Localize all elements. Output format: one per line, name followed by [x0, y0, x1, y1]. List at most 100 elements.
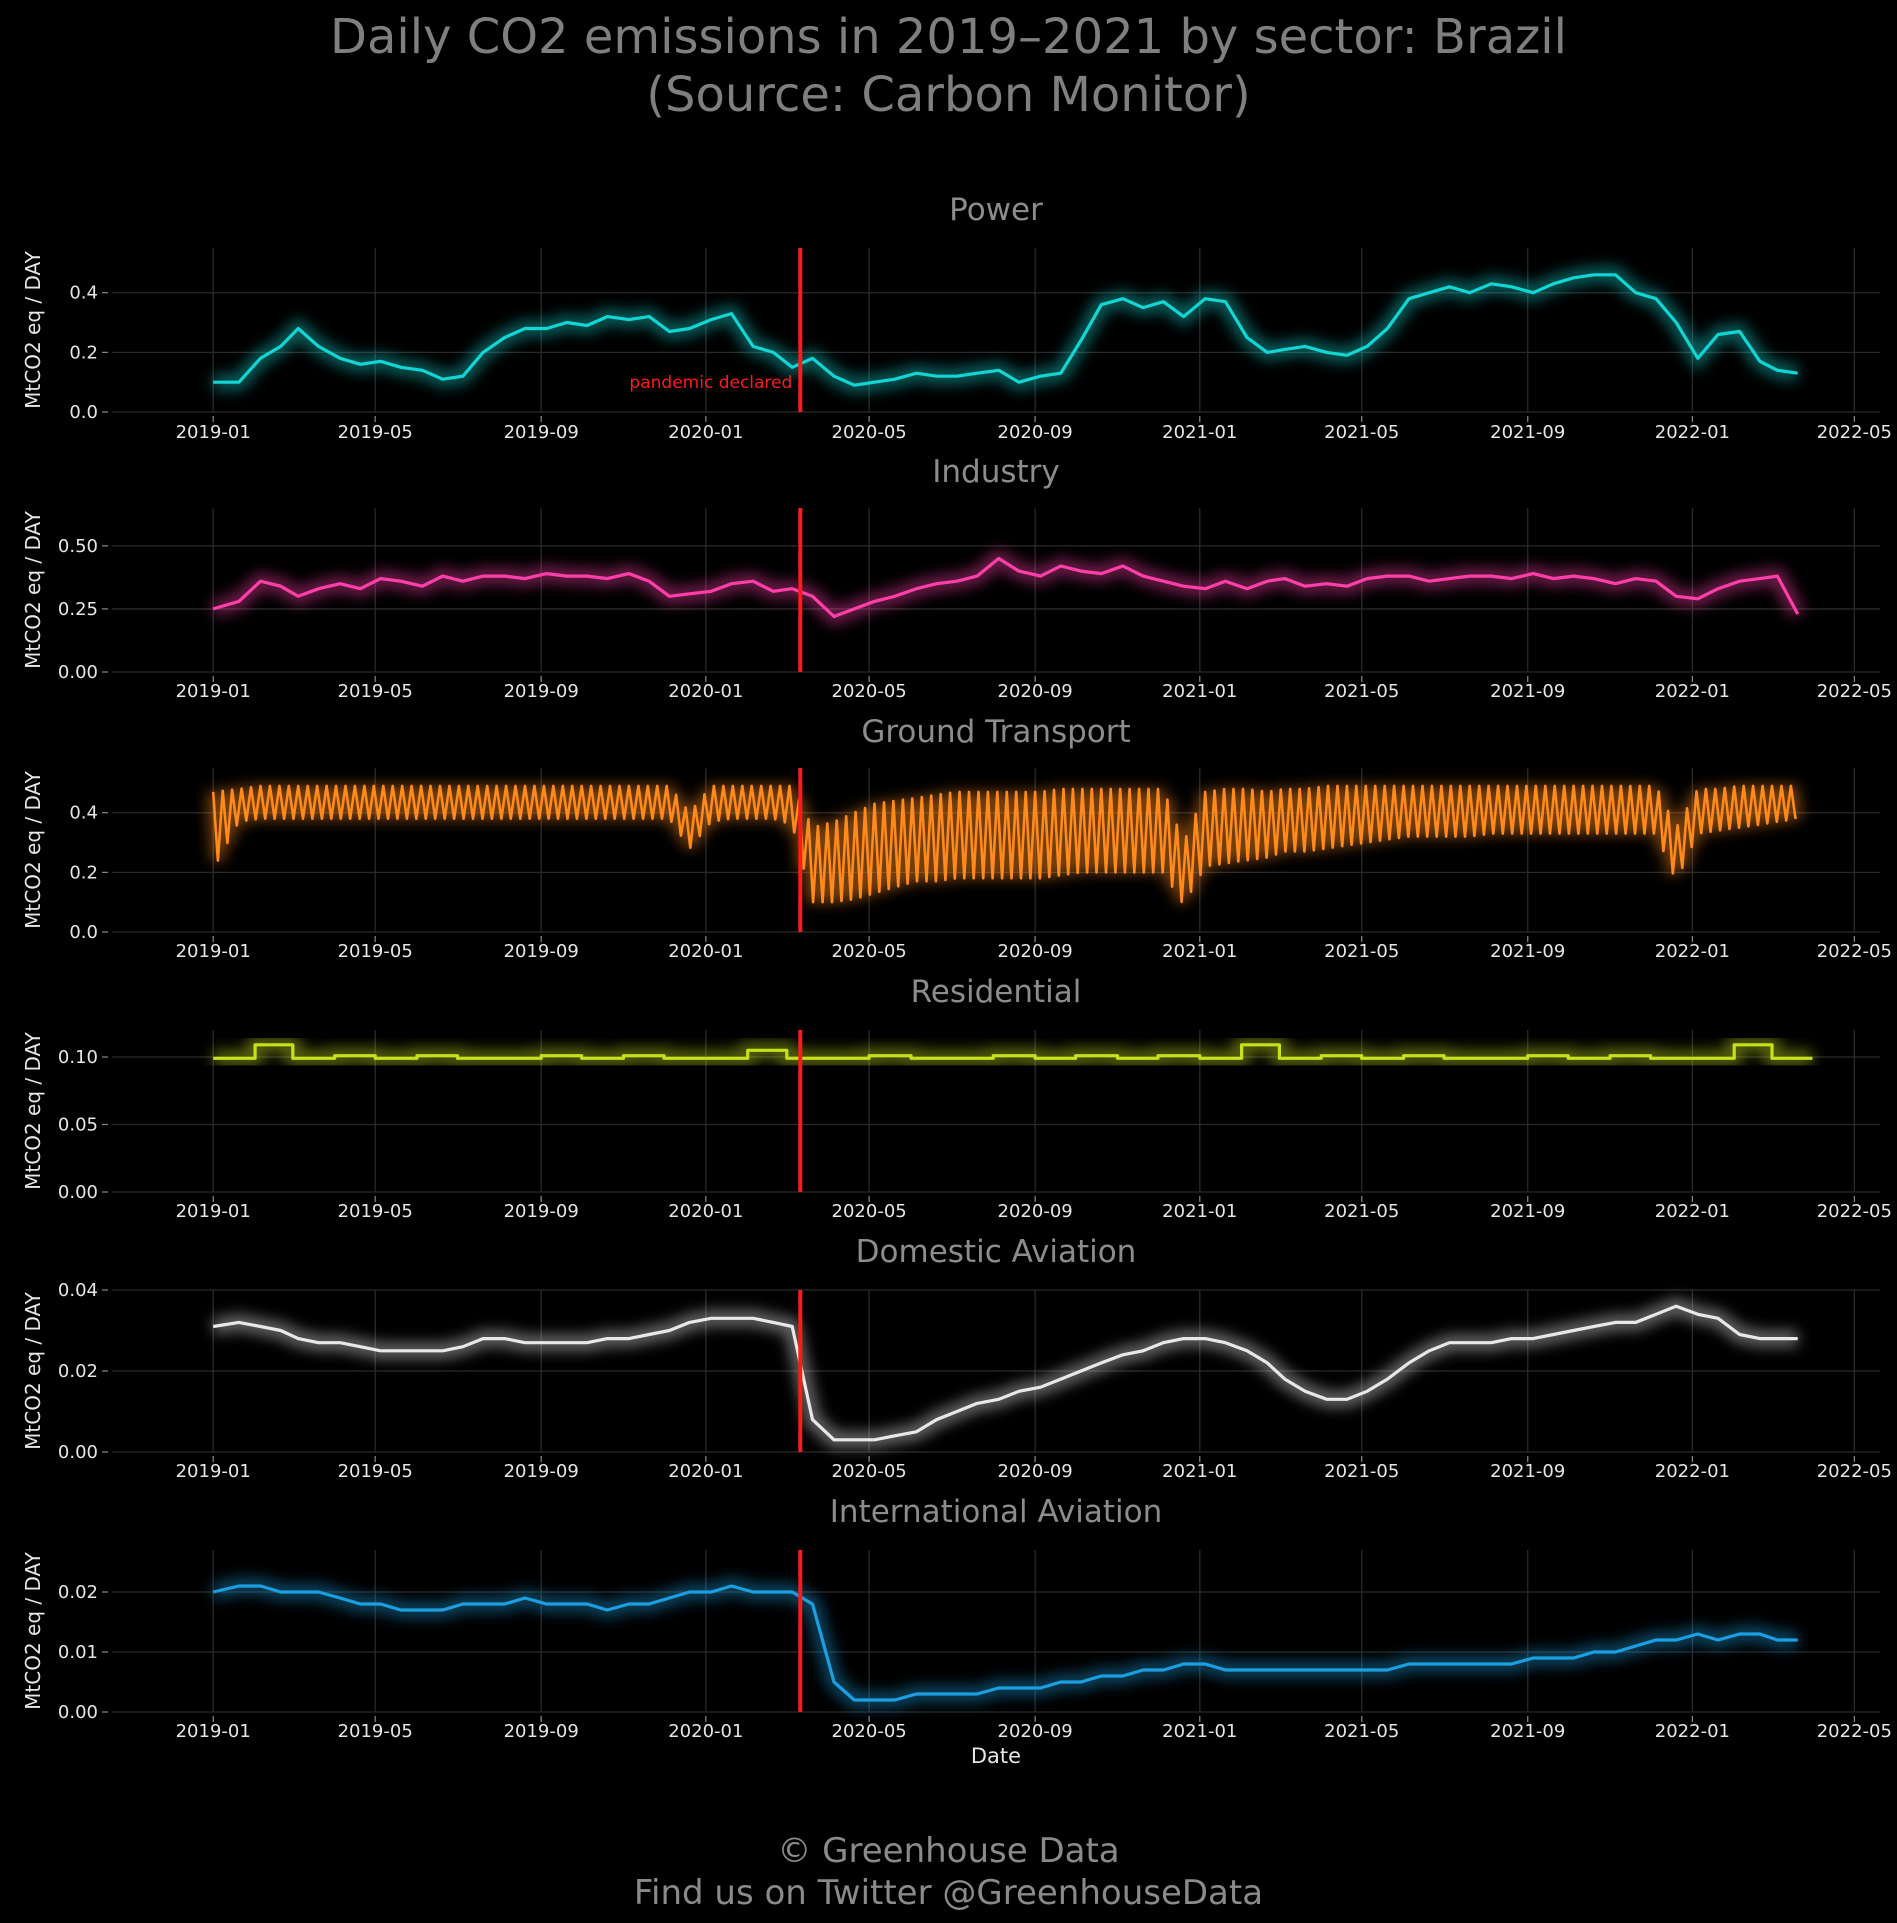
y-tick-label: 0.0 — [69, 922, 98, 943]
x-tick-label: 2019-01 — [176, 941, 251, 962]
x-tick-label: 2021-05 — [1324, 681, 1399, 702]
chart-title-line1: Daily CO2 emissions in 2019–2021 by sect… — [330, 9, 1567, 65]
x-tick-label: 2020-09 — [998, 1721, 1073, 1742]
footer-copyright: © Greenhouse Data — [777, 1831, 1120, 1871]
x-axis-label: Date — [971, 1744, 1021, 1768]
x-tick-label: 2020-01 — [668, 941, 743, 962]
y-tick-label: 0.02 — [58, 1361, 98, 1382]
x-tick-label: 2019-05 — [338, 681, 413, 702]
x-tick-label: 2021-09 — [1490, 422, 1565, 443]
x-tick-label: 2020-09 — [998, 681, 1073, 702]
panel-industry: Industry MtCO2 eq / DAY 2019-01 2019-05 2019… — [21, 454, 1892, 702]
chart-title-line2: (Source: Carbon Monitor) — [646, 67, 1251, 123]
panel-title: International Aviation — [830, 1494, 1162, 1530]
x-tick-label: 2020-01 — [668, 422, 743, 443]
x-tick-label: 2019-05 — [338, 1721, 413, 1742]
series-glow — [211, 1577, 1798, 1708]
y-tick-label: 0.00 — [58, 1702, 98, 1723]
x-tick-label: 2021-01 — [1162, 1461, 1237, 1482]
x-tick-label: 2020-01 — [668, 1721, 743, 1742]
y-tick-label: 0.25 — [58, 599, 98, 620]
x-tick-label: 2019-09 — [504, 1721, 579, 1742]
x-tick-label: 2022-05 — [1817, 1461, 1892, 1482]
x-tick-label: 2022-05 — [1817, 422, 1892, 443]
y-tick-label: 0.04 — [58, 1280, 98, 1301]
x-tick-label: 2021-09 — [1490, 1461, 1565, 1482]
chart-title: Daily CO2 emissions in 2019–2021 by sect… — [0, 8, 1897, 124]
x-tick-label: 2021-01 — [1162, 422, 1237, 443]
y-tick-label: 0.10 — [58, 1047, 98, 1068]
panel-domestic-aviation: Domestic Aviation MtCO2 eq / DAY 2019-01 20… — [21, 1234, 1892, 1482]
x-tick-label: 2019-01 — [176, 422, 251, 443]
panel-international-aviation: International Aviation MtCO2 eq / DAY 2019… — [21, 1494, 1892, 1768]
panel-power: Power MtCO2 eq / DAY 2019-01 2019-05 2019-09… — [21, 192, 1892, 443]
y-tick-label: 0.4 — [69, 283, 98, 304]
series-line-international-aviation — [212, 1584, 1798, 1702]
x-tick-label: 2022-01 — [1655, 422, 1730, 443]
x-tick-label: 2022-01 — [1655, 941, 1730, 962]
x-tick-label: 2021-09 — [1490, 1201, 1565, 1222]
x-tick-label: 2020-01 — [668, 1201, 743, 1222]
y-tick-label: 0.00 — [58, 1442, 98, 1463]
x-tick-label: 2020-05 — [832, 422, 907, 443]
x-tick-label: 2022-01 — [1655, 1721, 1730, 1742]
x-tick-label: 2020-05 — [832, 1461, 907, 1482]
series-line-domestic-aviation — [212, 1304, 1798, 1442]
x-tick-label: 2022-01 — [1655, 1461, 1730, 1482]
x-tick-label: 2022-05 — [1817, 941, 1892, 962]
y-axis-label: MtCO2 eq / DAY — [21, 1031, 45, 1190]
x-tick-label: 2022-01 — [1655, 681, 1730, 702]
y-tick-label: 0.05 — [58, 1115, 98, 1136]
x-tick-label: 2019-05 — [338, 941, 413, 962]
x-tick-label: 2019-01 — [176, 681, 251, 702]
x-tick-label: 2020-01 — [668, 1461, 743, 1482]
y-axis-label: MtCO2 eq / DAY — [21, 510, 45, 669]
footer: © Greenhouse Data Find us on Twitter @Gr… — [0, 1830, 1897, 1914]
y-tick-label: 0.50 — [58, 536, 98, 557]
y-tick-label: 0.01 — [58, 1642, 98, 1663]
x-tick-label: 2020-09 — [998, 941, 1073, 962]
pandemic-annotation: pandemic declared — [629, 373, 792, 393]
panel-title: Ground Transport — [861, 714, 1130, 750]
y-axis-label: MtCO2 eq / DAY — [21, 770, 45, 929]
x-tick-label: 2021-05 — [1324, 1461, 1399, 1482]
series-line-ground-transport — [211, 784, 1797, 904]
x-tick-label: 2021-09 — [1490, 1721, 1565, 1742]
y-axis-label: MtCO2 eq / DAY — [21, 250, 45, 409]
x-tick-label: 2019-01 — [176, 1721, 251, 1742]
x-tick-label: 2019-09 — [504, 1461, 579, 1482]
panel-title: Residential — [911, 974, 1082, 1010]
panel-title: Industry — [932, 454, 1060, 490]
x-tick-label: 2020-09 — [998, 1461, 1073, 1482]
y-axis-label: MtCO2 eq / DAY — [21, 1551, 45, 1710]
y-tick-label: 0.4 — [69, 803, 98, 824]
x-tick-label: 2021-05 — [1324, 422, 1399, 443]
x-tick-label: 2019-05 — [338, 1201, 413, 1222]
x-tick-label: 2021-05 — [1324, 941, 1399, 962]
x-tick-label: 2019-09 — [504, 681, 579, 702]
x-tick-label: 2020-05 — [832, 1721, 907, 1742]
x-tick-label: 2019-09 — [504, 1201, 579, 1222]
series-line-residential — [213, 1043, 1813, 1060]
y-tick-label: 0.00 — [58, 662, 98, 683]
y-tick-label: 0.2 — [69, 342, 98, 363]
x-tick-label: 2019-01 — [176, 1461, 251, 1482]
x-tick-label: 2019-09 — [504, 422, 579, 443]
y-tick-label: 0.2 — [69, 862, 98, 883]
series-glow — [211, 1297, 1798, 1448]
x-tick-label: 2020-05 — [832, 1201, 907, 1222]
x-tick-label: 2021-01 — [1162, 941, 1237, 962]
x-tick-label: 2022-05 — [1817, 1721, 1892, 1742]
x-tick-label: 2020-01 — [668, 681, 743, 702]
x-tick-label: 2021-09 — [1490, 681, 1565, 702]
x-tick-label: 2019-05 — [338, 422, 413, 443]
y-axis-label: MtCO2 eq / DAY — [21, 1291, 45, 1450]
series-glow — [213, 266, 1799, 394]
y-tick-label: 0.00 — [58, 1182, 98, 1203]
x-tick-label: 2021-05 — [1324, 1721, 1399, 1742]
y-tick-label: 0.0 — [69, 402, 98, 423]
x-tick-label: 2021-01 — [1162, 681, 1237, 702]
x-tick-label: 2021-01 — [1162, 1201, 1237, 1222]
x-tick-label: 2022-01 — [1655, 1201, 1730, 1222]
